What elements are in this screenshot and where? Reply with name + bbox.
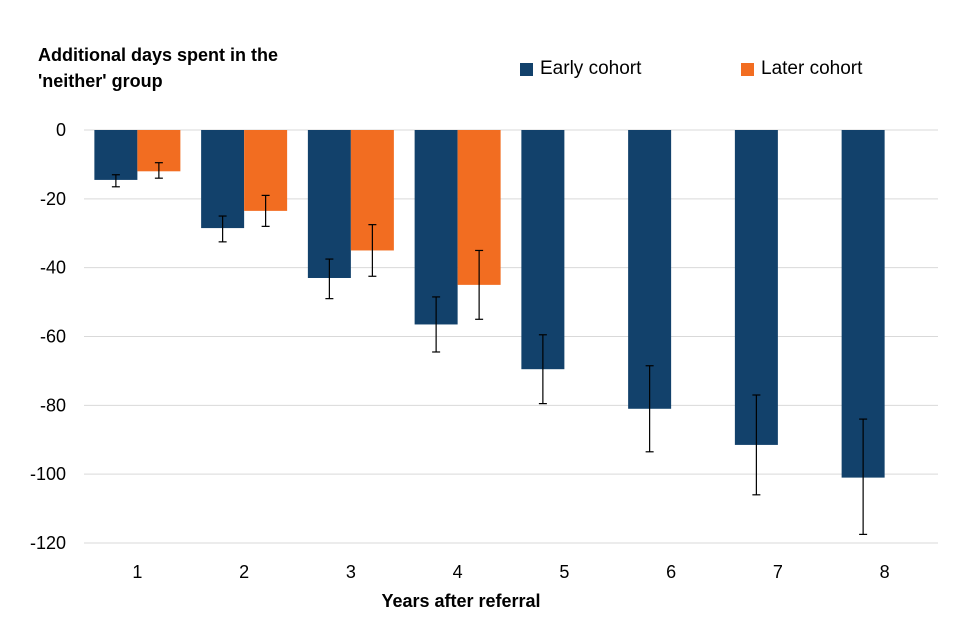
y-tick-label: -80 <box>40 395 66 415</box>
y-tick-label: -60 <box>40 327 66 347</box>
x-tick-label: 4 <box>453 562 463 582</box>
bar <box>201 130 245 229</box>
y-axis-title: Additional days spent in the 'neither' g… <box>38 45 279 91</box>
legend-label-later-cohort: Later cohort <box>761 58 863 79</box>
legend-item-later-cohort: Later cohort <box>741 58 862 80</box>
legend-label-early-cohort: Early cohort <box>540 58 642 79</box>
y-tick-label: -20 <box>40 189 66 209</box>
bar <box>94 130 138 180</box>
y-tick-label: -40 <box>40 258 66 278</box>
x-tick-label: 5 <box>559 562 569 582</box>
legend-swatch-early-cohort <box>520 62 533 76</box>
x-tick-label: 7 <box>773 562 783 582</box>
bar <box>734 130 778 445</box>
legend-swatch-later-cohort <box>741 62 754 76</box>
x-tick-label: 1 <box>132 562 142 582</box>
y-tick-label: -120 <box>30 533 66 553</box>
bar <box>414 130 458 325</box>
y-tick-label: 0 <box>56 120 66 140</box>
bar <box>307 130 351 278</box>
x-tick-label: 6 <box>666 562 676 582</box>
y-tick-label: -100 <box>30 464 66 484</box>
legend-item-early-cohort: Early cohort <box>520 58 641 80</box>
bar <box>521 130 565 370</box>
x-tick-label: 8 <box>880 562 890 582</box>
x-tick-label: 3 <box>346 562 356 582</box>
bar <box>628 130 672 409</box>
x-tick-label: 2 <box>239 562 249 582</box>
x-axis-title: Years after referral <box>381 591 541 611</box>
